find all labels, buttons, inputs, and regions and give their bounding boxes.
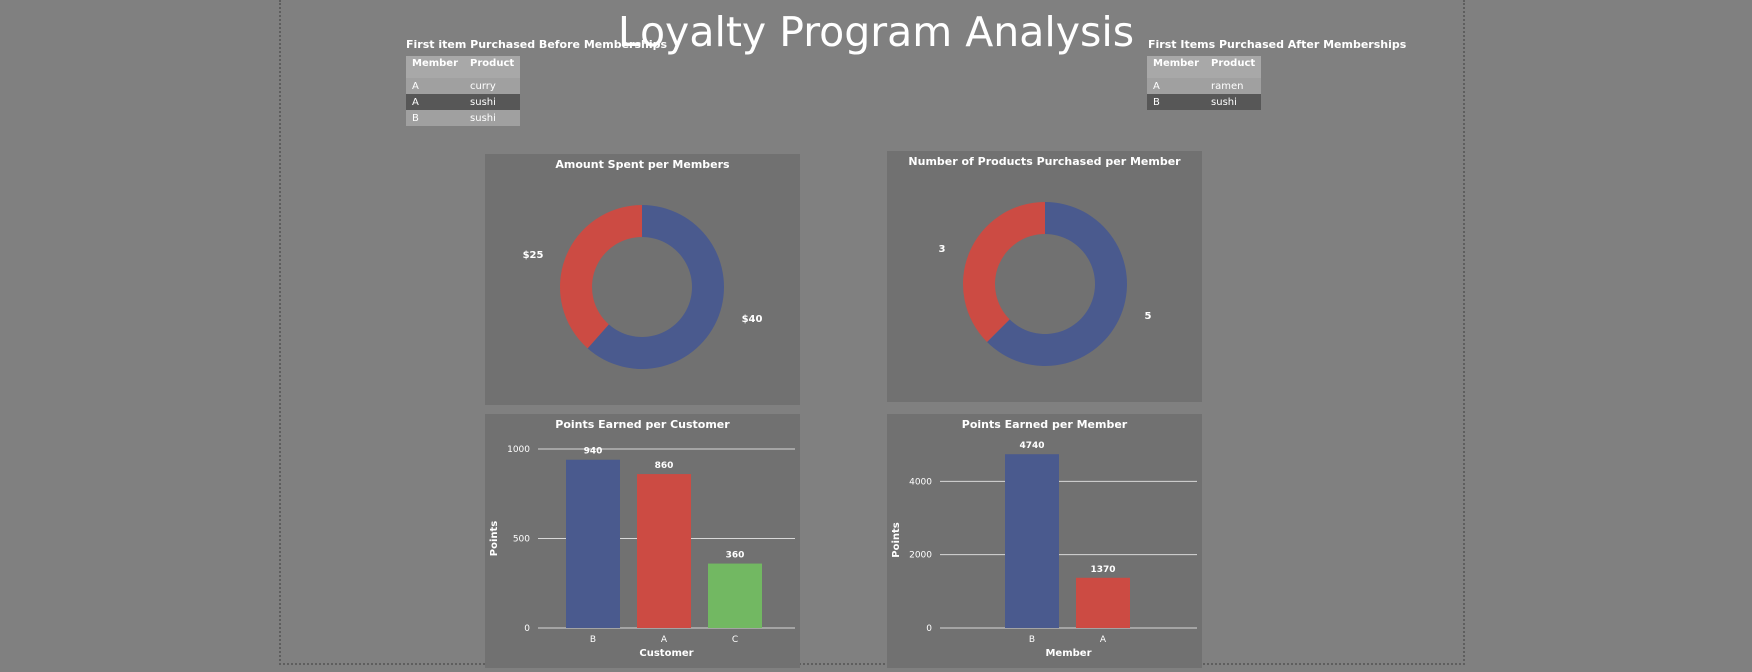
bar	[637, 474, 691, 628]
slice-label: $25	[523, 250, 544, 261]
table-cell: sushi	[464, 94, 521, 110]
after-table: Member Product A ramen B sushi	[1147, 56, 1262, 110]
data-label: 360	[726, 551, 745, 561]
bar	[1076, 577, 1130, 628]
bar	[566, 459, 620, 628]
donut-slice	[987, 202, 1127, 366]
data-label: 940	[584, 447, 603, 457]
x-tick-label: B	[1029, 635, 1035, 645]
data-label: 860	[655, 461, 674, 471]
y-tick-label: 0	[926, 624, 932, 634]
x-tick-label: C	[732, 635, 738, 645]
slice-label: $40	[742, 314, 763, 325]
chart-title: Amount Spent per Members	[555, 158, 730, 171]
donut-slice	[587, 205, 724, 369]
x-axis-label: Customer	[639, 648, 693, 659]
x-tick-label: B	[590, 635, 596, 645]
chart-title: Number of Products Purchased per Member	[908, 155, 1181, 168]
donut-slice	[560, 205, 642, 349]
points-per-customer-chart: 0 500 1000 940 B 860 A 360 C Customer Points	[489, 445, 795, 659]
before-header-product[interactable]: Product	[464, 56, 521, 78]
amount-spent-donut: $40 $25	[523, 205, 763, 369]
chart-title: Points Earned per Member	[961, 418, 1128, 431]
donut-slice	[963, 202, 1045, 342]
slice-label: 5	[1145, 311, 1152, 322]
x-axis-label: Member	[1045, 648, 1091, 659]
after-table-title: First Items Purchased After Memberships	[1148, 38, 1407, 51]
table-cell: B	[406, 110, 465, 126]
x-tick-label: A	[661, 635, 668, 645]
table-row: B sushi	[1147, 94, 1262, 110]
y-tick-label: 1000	[507, 445, 530, 455]
table-row: A sushi	[406, 94, 521, 110]
points-per-member-panel[interactable]: Points Earned per Member 0 2000 4000 4740 B 1…	[887, 414, 1202, 668]
table-cell: ramen	[1205, 78, 1262, 94]
table-cell: sushi	[1205, 94, 1262, 110]
points-per-customer-panel[interactable]: Points Earned per Customer 0 500 1000 940 B 8…	[485, 414, 800, 668]
table-cell: A	[406, 94, 465, 110]
slice-label: 3	[939, 244, 946, 255]
bar	[1005, 454, 1059, 628]
before-header-member[interactable]: Member	[406, 56, 465, 78]
before-table-title: First item Purchased Before Memberships	[406, 38, 668, 51]
products-purchased-panel[interactable]: Number of Products Purchased per Member …	[887, 151, 1202, 402]
y-tick-label: 500	[513, 535, 530, 545]
data-label: 4740	[1019, 441, 1044, 451]
after-header-product[interactable]: Product	[1205, 56, 1262, 78]
y-tick-label: 2000	[909, 551, 932, 561]
table-cell: B	[1147, 94, 1206, 110]
table-row: A ramen	[1147, 78, 1262, 94]
products-purchased-donut: 53	[939, 202, 1152, 366]
report-canvas	[279, 0, 1465, 665]
table-row: A curry	[406, 78, 521, 94]
y-axis-label: Points	[489, 521, 500, 557]
y-tick-label: 0	[524, 624, 530, 634]
points-per-member-chart: 0 2000 4000 4740 B 1370 A Member Points	[891, 441, 1197, 659]
page-title: Loyalty Program Analysis	[617, 8, 1135, 56]
table-cell: A	[1147, 78, 1206, 94]
table-row: B sushi	[406, 110, 521, 126]
after-header-member[interactable]: Member	[1147, 56, 1206, 78]
before-table: Member Product A curry A sushi B sushi	[406, 56, 521, 126]
table-cell: curry	[464, 78, 521, 94]
amount-spent-panel[interactable]: Amount Spent per Members $40 $25	[485, 154, 800, 405]
table-cell: A	[406, 78, 465, 94]
x-tick-label: A	[1100, 635, 1107, 645]
y-tick-label: 4000	[909, 477, 932, 487]
y-axis-label: Points	[891, 522, 902, 558]
bar	[708, 563, 762, 628]
chart-title: Points Earned per Customer	[555, 418, 730, 431]
data-label: 1370	[1090, 565, 1115, 575]
table-cell: sushi	[464, 110, 521, 126]
